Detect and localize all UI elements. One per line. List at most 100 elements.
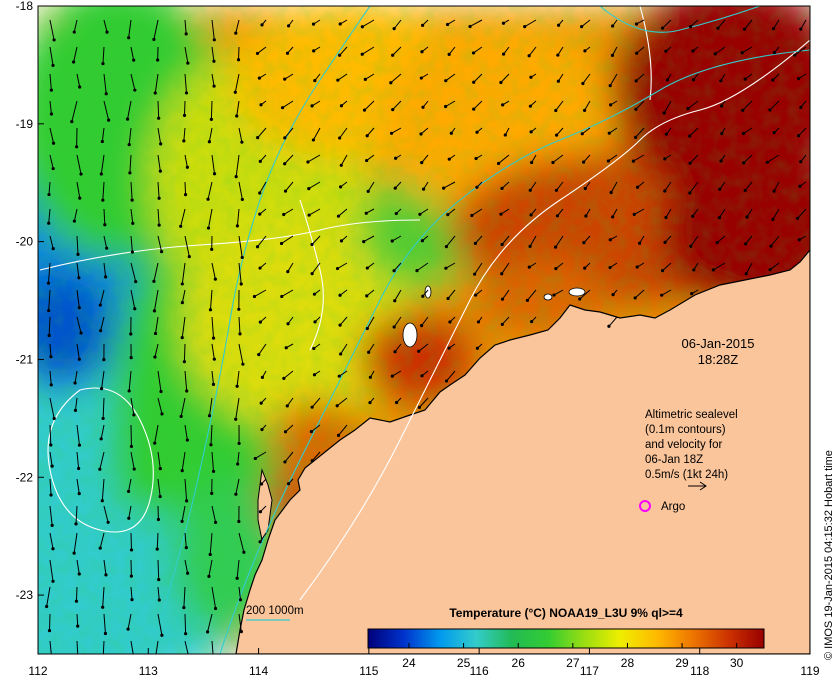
velocity-arrow-head: [47, 333, 51, 338]
velocity-arrow: [181, 262, 186, 284]
velocity-arrow: [157, 586, 160, 601]
velocity-arrow-head: [582, 160, 586, 164]
velocity-arrow-head: [104, 275, 108, 279]
velocity-arrow: [745, 235, 753, 245]
velocity-arrow-head: [634, 107, 638, 111]
velocity-arrow-head: [125, 117, 130, 121]
date-label: 06-Jan-2015: [682, 336, 755, 351]
velocity-arrow: [130, 262, 137, 282]
velocity-arrow-head: [73, 381, 77, 385]
velocity-arrow-head: [98, 303, 102, 307]
velocity-arrow-head: [365, 158, 369, 163]
velocity-arrow: [308, 181, 321, 190]
velocity-arrow: [49, 73, 52, 91]
velocity-arrow-head: [307, 213, 311, 217]
velocity-arrow: [445, 100, 456, 107]
colorbar: Temperature (°C) NOAA19_L3U 9% ql>=4 24 2…: [367, 606, 765, 670]
velocity-arrow-head: [421, 294, 425, 298]
velocity-arrow: [49, 154, 54, 169]
colorbar-tick-label: 29: [675, 656, 689, 670]
velocity-arrow: [394, 343, 402, 353]
velocity-arrow-head: [719, 159, 723, 163]
velocity-arrow: [235, 397, 240, 420]
velocity-arrow: [184, 181, 187, 195]
velocity-arrow-head: [46, 281, 51, 285]
velocity-arrow-head: [157, 223, 161, 227]
velocity-arrow-head: [180, 468, 184, 473]
velocity-arrow-head: [713, 52, 717, 56]
velocity-arrow-head: [365, 266, 369, 270]
velocity-arrow-head: [555, 214, 560, 218]
velocity-arrow-head: [280, 106, 285, 110]
velocity-arrow: [662, 262, 672, 271]
velocity-arrow-head: [283, 77, 287, 81]
velocity-arrow: [664, 181, 672, 192]
velocity-arrow-head: [310, 242, 314, 247]
velocity-arrow: [528, 46, 537, 57]
velocity-arrow: [361, 46, 375, 55]
velocity-arrow-head: [127, 143, 131, 147]
velocity-arrow: [127, 100, 132, 120]
velocity-arrow-head: [240, 140, 244, 144]
velocity-arrow: [76, 451, 80, 469]
velocity-arrow-head: [72, 60, 76, 64]
velocity-arrow-head: [205, 630, 210, 634]
velocity-arrow-head: [49, 493, 53, 497]
velocity-arrow: [101, 370, 105, 389]
velocity-arrow-head: [49, 355, 53, 359]
velocity-arrow-head: [101, 61, 105, 66]
velocity-arrow-head: [528, 188, 532, 192]
velocity-arrow-head: [447, 346, 451, 350]
velocity-arrow: [154, 73, 159, 94]
velocity-arrow-head: [338, 22, 342, 26]
velocity-arrow-head: [609, 103, 613, 107]
velocity-arrow-head: [472, 107, 476, 111]
velocity-arrow: [392, 100, 402, 110]
velocity-arrow-head: [260, 23, 264, 27]
velocity-arrow: [211, 505, 217, 523]
velocity-arrow-head: [210, 247, 214, 251]
velocity-arrow: [49, 451, 53, 467]
velocity-arrow-head: [99, 387, 104, 391]
velocity-arrow-head: [309, 430, 313, 434]
legend-line-4: 06-Jan 18Z: [645, 454, 703, 466]
velocity-arrow-head: [280, 294, 284, 299]
velocity-arrow-head: [741, 108, 745, 112]
velocity-arrow-head: [499, 212, 503, 216]
velocity-arrow-head: [235, 114, 239, 118]
velocity-arrow-head: [420, 23, 425, 27]
velocity-arrow: [552, 154, 564, 163]
velocity-arrow-head: [392, 269, 396, 273]
velocity-arrow-head: [74, 522, 78, 526]
velocity-arrow: [102, 181, 105, 201]
velocity-arrow-head: [470, 213, 474, 218]
velocity-arrow: [76, 154, 82, 175]
velocity-arrow: [713, 262, 726, 271]
velocity-arrow-head: [312, 49, 316, 53]
velocity-arrow-head: [98, 467, 102, 471]
velocity-arrow-head: [184, 32, 188, 36]
velocity-arrow-head: [157, 577, 161, 582]
velocity-arrow: [257, 127, 267, 138]
velocity-arrow: [745, 262, 753, 274]
velocity-arrow-head: [153, 91, 157, 95]
velocity-arrow: [281, 289, 294, 297]
velocity-arrow-head: [474, 156, 478, 161]
velocity-arrow-head: [556, 53, 560, 57]
velocity-arrow: [498, 154, 510, 164]
velocity-arrow-head: [472, 80, 476, 84]
velocity-arrow: [211, 316, 215, 339]
velocity-arrow-head: [312, 346, 316, 351]
velocity-arrow-head: [132, 58, 136, 62]
velocity-arrow: [103, 208, 106, 225]
velocity-arrow: [394, 289, 402, 301]
velocity-arrow: [366, 316, 375, 329]
velocity-arrow-head: [283, 162, 287, 166]
velocity-arrow-head: [799, 27, 803, 31]
velocity-arrow: [634, 208, 645, 215]
velocity-arrow: [689, 154, 699, 164]
velocity-arrow-head: [50, 464, 54, 468]
velocity-arrow-head: [772, 131, 776, 135]
velocity-arrow-head: [392, 27, 396, 31]
